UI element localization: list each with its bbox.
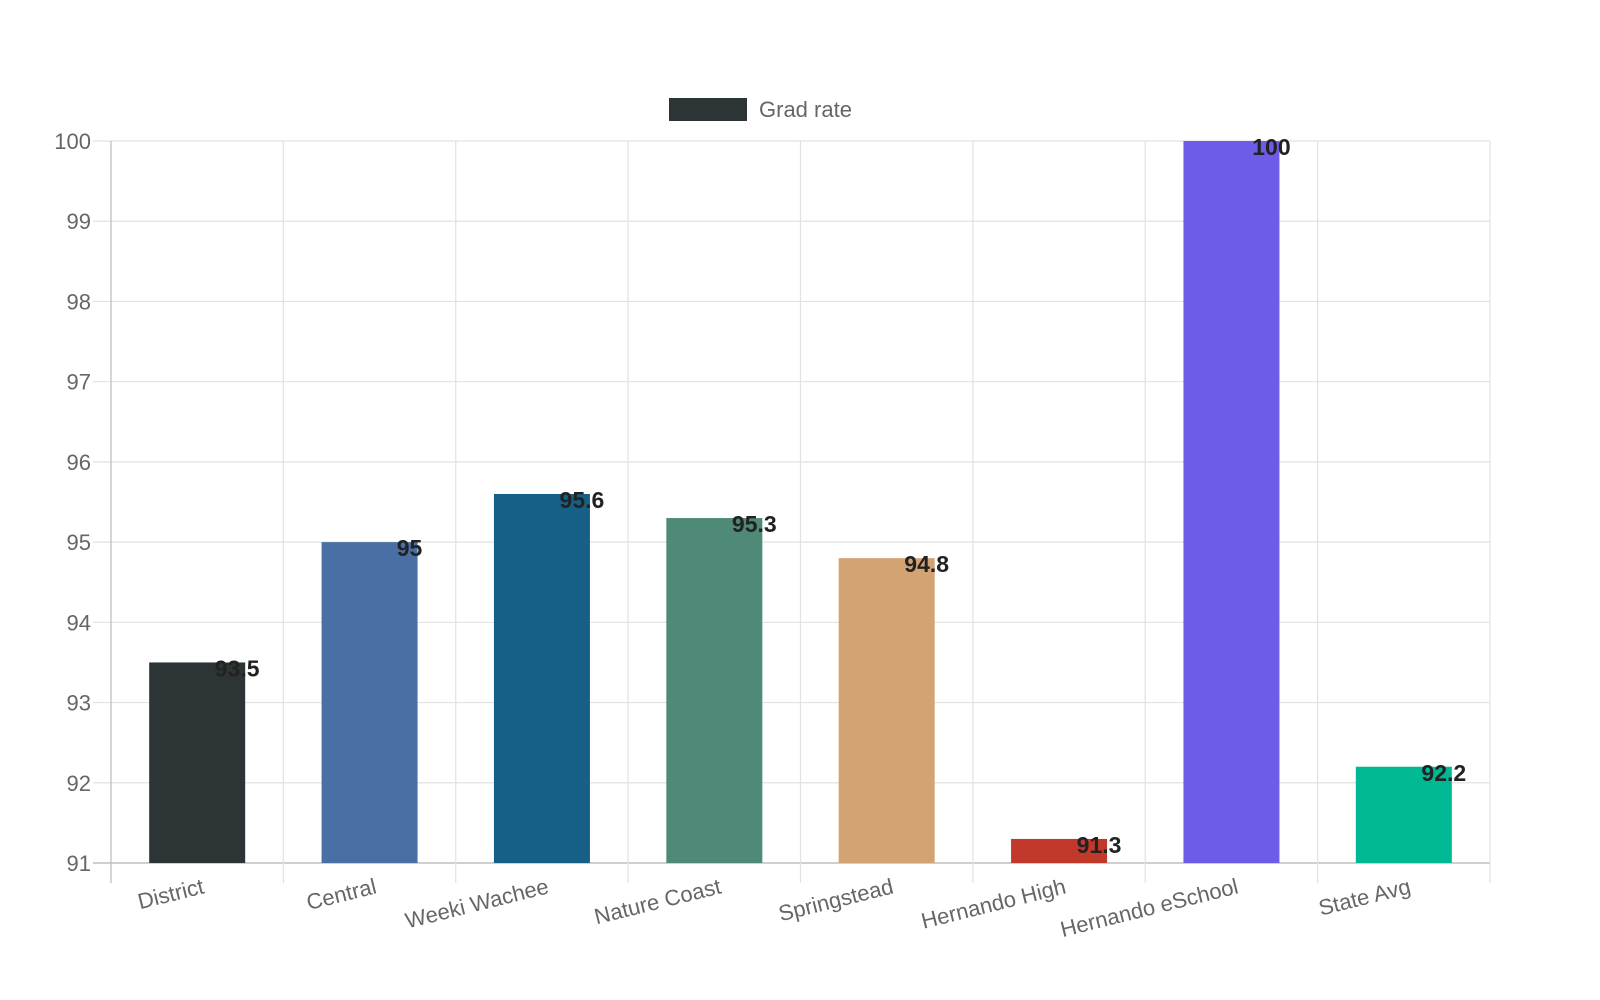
y-tick-label: 100 xyxy=(54,129,91,154)
bar xyxy=(321,542,418,863)
y-tick-label: 97 xyxy=(67,370,91,395)
legend-swatch xyxy=(669,98,747,121)
x-tick-label: District xyxy=(135,874,206,915)
legend[interactable]: Grad rate xyxy=(669,97,852,122)
bar xyxy=(1355,766,1452,863)
y-tick-label: 94 xyxy=(67,610,91,635)
x-tick-label: Springstead xyxy=(776,874,896,927)
y-tick-label: 92 xyxy=(67,771,91,796)
bar xyxy=(1183,141,1280,863)
bar xyxy=(1011,838,1108,863)
x-tick-label: State Avg xyxy=(1316,874,1413,921)
data-label: 91.3 xyxy=(1077,832,1122,858)
data-label: 95 xyxy=(397,535,423,561)
data-label: 94.8 xyxy=(904,551,949,577)
x-tick-label: Nature Coast xyxy=(592,874,724,930)
data-label: 93.5 xyxy=(215,656,260,682)
data-label: 95.3 xyxy=(732,511,777,537)
x-tick-label: Central xyxy=(304,874,379,915)
y-tick-label: 93 xyxy=(67,691,91,716)
x-tick-label: Hernando eSchool xyxy=(1058,874,1241,942)
bar xyxy=(149,662,246,863)
bar xyxy=(666,518,763,863)
y-tick-label: 91 xyxy=(67,851,91,876)
y-tick-label: 99 xyxy=(67,209,91,234)
bar xyxy=(493,493,590,863)
y-tick-label: 95 xyxy=(67,530,91,555)
data-label: 95.6 xyxy=(560,487,605,513)
data-label: 92.2 xyxy=(1421,760,1466,786)
y-tick-label: 98 xyxy=(67,289,91,314)
x-tick-label: Hernando High xyxy=(919,874,1069,934)
legend-label: Grad rate xyxy=(759,97,852,122)
bar xyxy=(838,558,935,863)
x-tick-label: Weeki Wachee xyxy=(403,874,551,934)
data-label: 100 xyxy=(1252,134,1290,160)
y-tick-label: 96 xyxy=(67,450,91,475)
